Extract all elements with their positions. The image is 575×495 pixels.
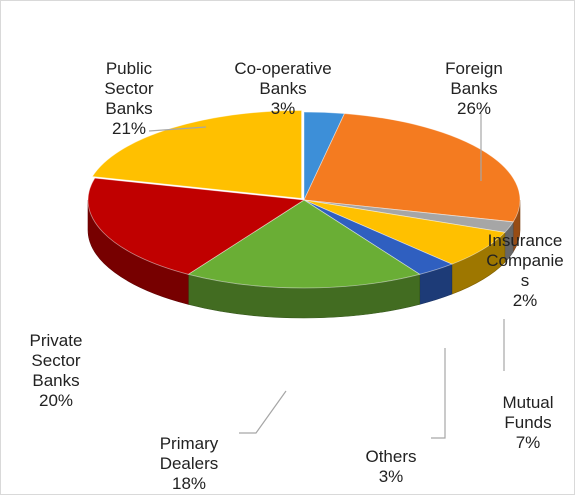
slice-value-label: 3%	[270, 99, 296, 118]
slice-public-sector-banks	[91, 110, 302, 199]
slice-primary-dealers	[187, 199, 421, 289]
label-primary-dealers: Primary Dealers 18%	[134, 414, 244, 494]
slice-label-text: Public Sector Banks	[104, 59, 154, 118]
slice-value-label: 2%	[512, 291, 538, 310]
label-others: Others 3%	[346, 427, 436, 494]
slice-label-text: Mutual Funds	[502, 393, 554, 432]
slice-label-text: Co-operative Banks	[234, 59, 332, 98]
label-mutual-funds: Mutual Funds 7%	[483, 373, 573, 473]
label-insurance-companies: Insurance Companie s 2%	[475, 211, 574, 331]
slice-value-label: 7%	[515, 433, 541, 452]
label-private-sector-banks: Private Sector Banks 20%	[11, 311, 101, 431]
slice-value-label: 18%	[171, 474, 207, 493]
slice-value-label: 3%	[378, 467, 404, 486]
slice-label-text: Insurance Companie s	[486, 231, 564, 290]
slice-value-label: 21%	[111, 119, 147, 138]
slice-foreign-banks	[303, 113, 521, 223]
label-public-sector-banks: Public Sector Banks 21%	[79, 39, 179, 159]
slice-label-text: Foreign Banks	[445, 59, 503, 98]
slice-label-text: Primary Dealers	[159, 434, 219, 473]
leader-line-primary-dealers	[239, 390, 287, 434]
leader-line-public-sector-banks	[148, 126, 207, 132]
slice-label-text: Others	[365, 447, 417, 466]
leader-line-others	[431, 348, 446, 439]
slice-label-text: Private Sector Banks	[29, 331, 83, 390]
label-foreign-banks: Foreign Banks 26%	[419, 39, 529, 139]
slice-value-label: 20%	[38, 391, 74, 410]
label-co-operative-banks: Co-operative Banks 3%	[223, 39, 343, 139]
slice-private-sector-banks	[87, 177, 306, 275]
slice-value-label: 26%	[456, 99, 492, 118]
